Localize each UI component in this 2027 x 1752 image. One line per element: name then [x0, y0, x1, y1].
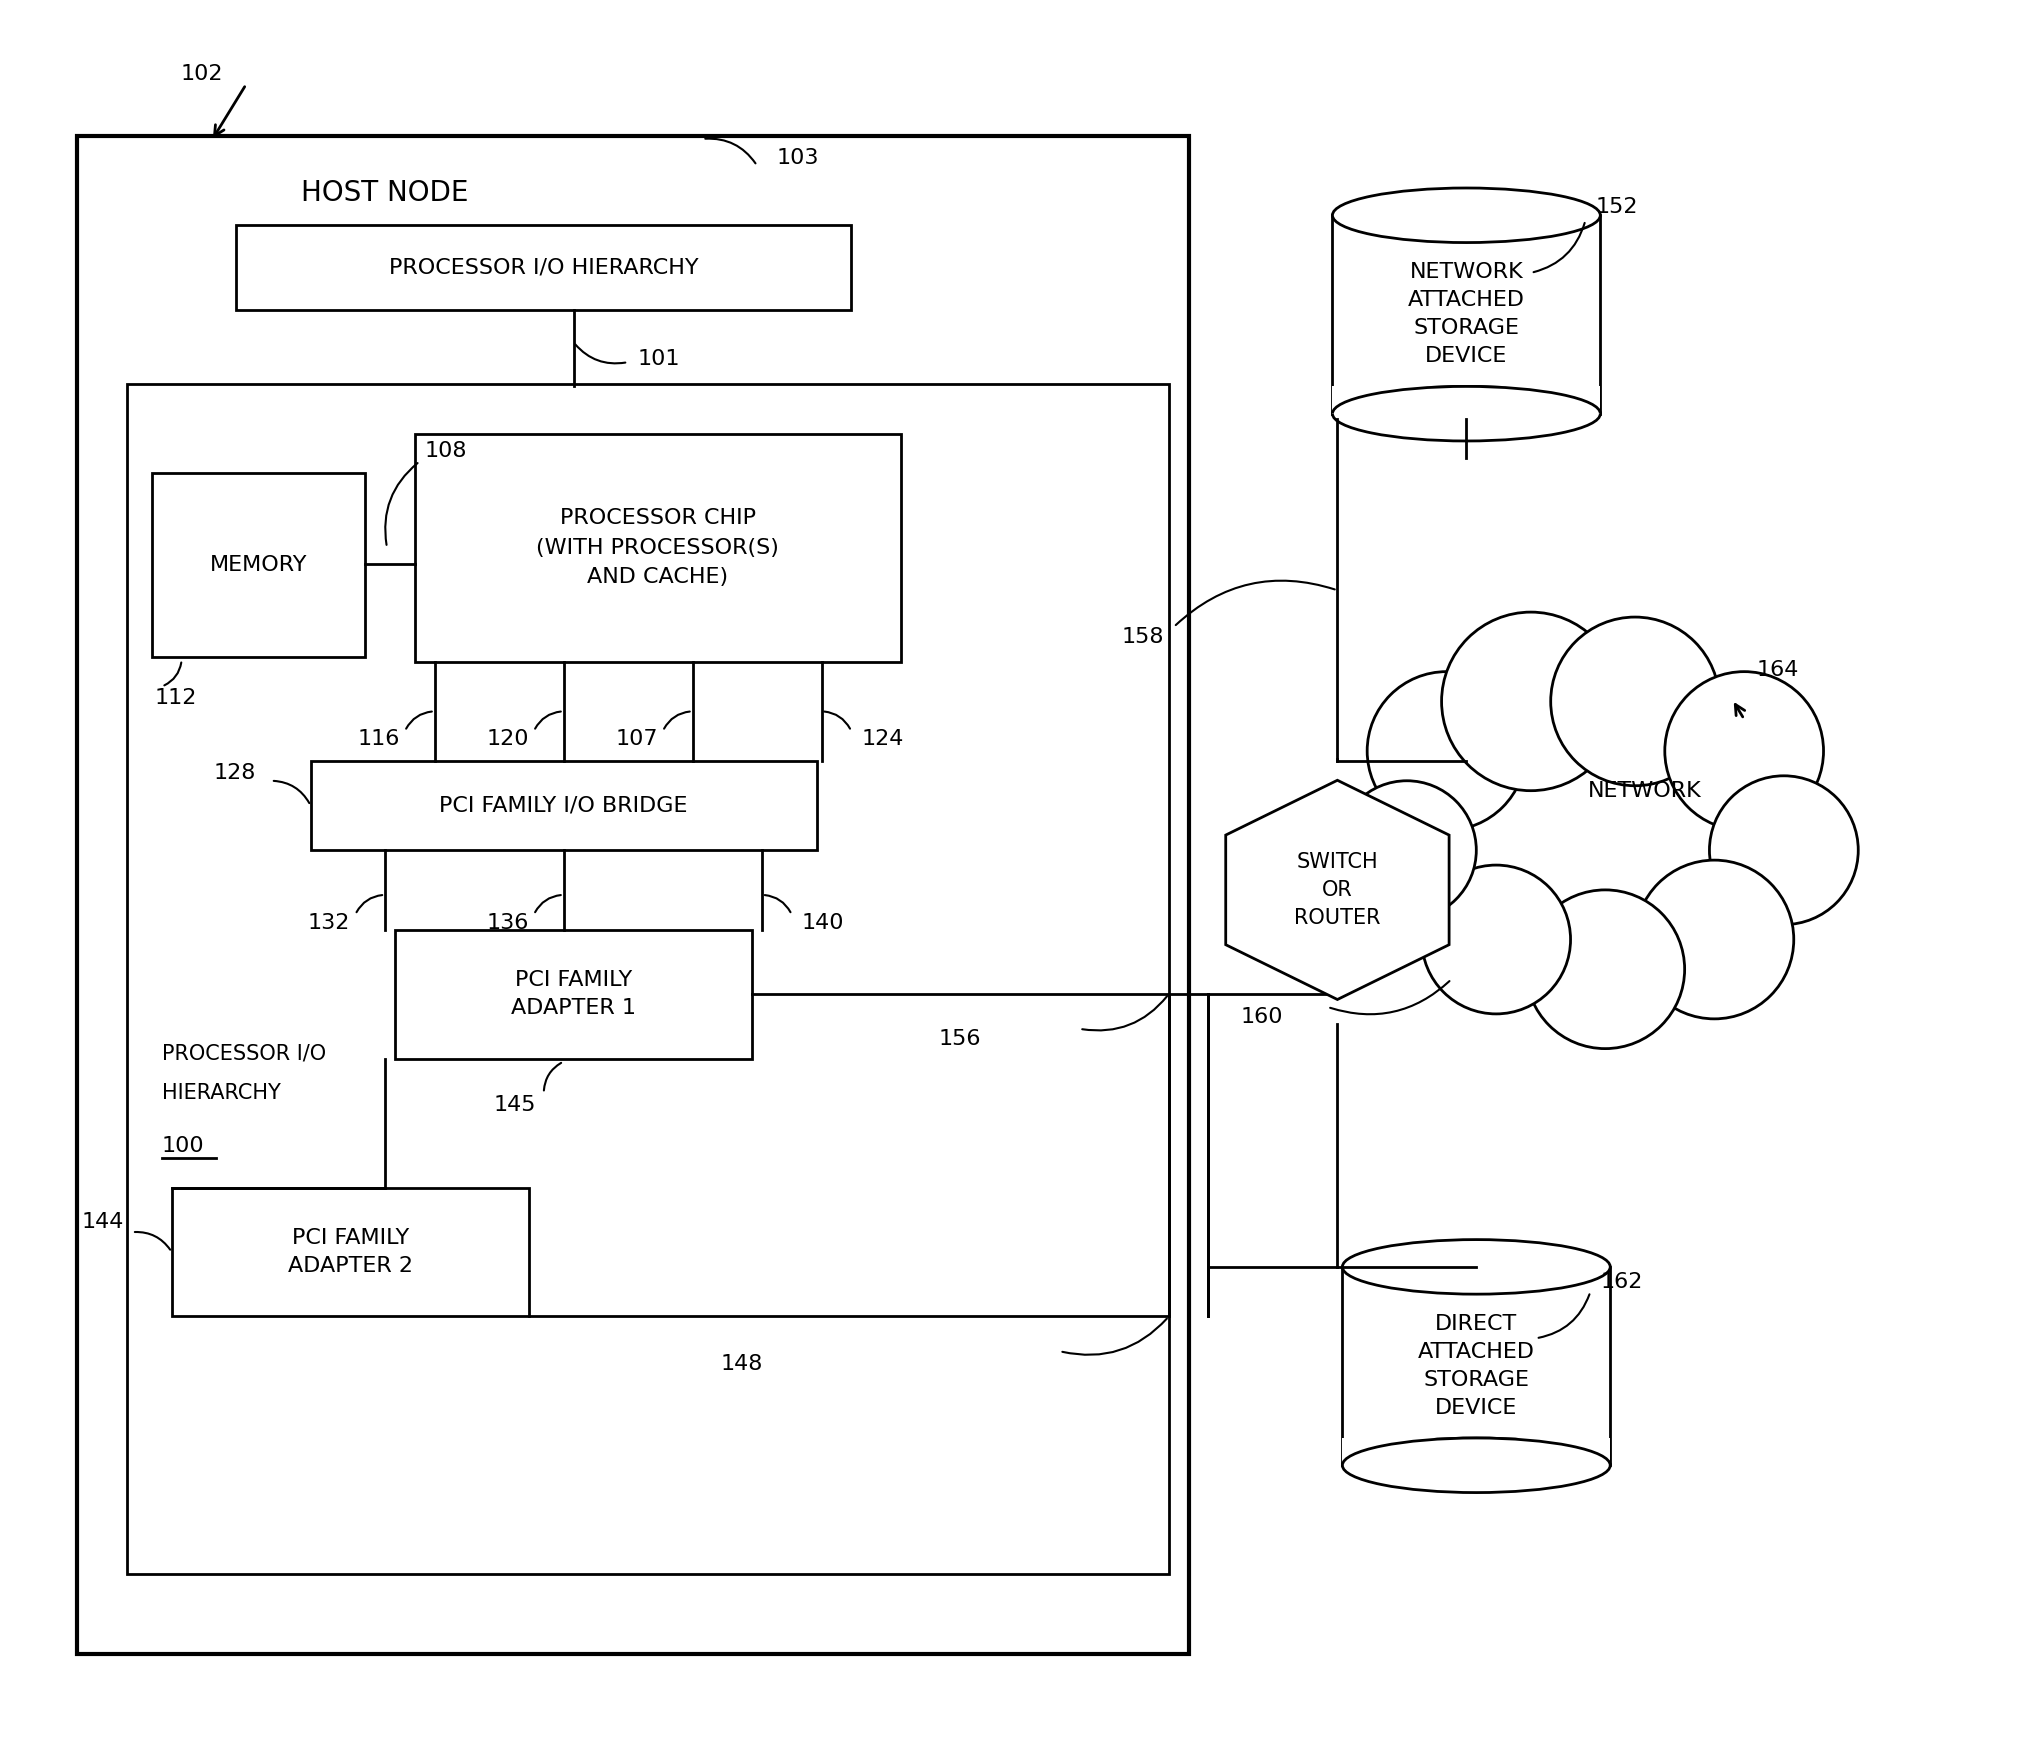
Text: 160: 160 — [1241, 1007, 1283, 1027]
Ellipse shape — [1342, 1438, 1609, 1493]
Bar — [237, 226, 851, 310]
Text: 132: 132 — [308, 913, 351, 932]
Circle shape — [1441, 611, 1620, 790]
Text: 116: 116 — [357, 729, 399, 750]
Text: 128: 128 — [213, 762, 255, 783]
Circle shape — [1366, 671, 1526, 830]
Text: PROCESSOR I/O HIERARCHY: PROCESSOR I/O HIERARCHY — [389, 258, 699, 277]
Bar — [1332, 387, 1599, 413]
Text: 152: 152 — [1595, 198, 1638, 217]
Text: 148: 148 — [720, 1354, 762, 1374]
Ellipse shape — [1342, 1240, 1609, 1295]
Text: 107: 107 — [616, 729, 659, 750]
Text: 156: 156 — [939, 1028, 981, 1049]
Text: PCI FAMILY I/O BRIDGE: PCI FAMILY I/O BRIDGE — [440, 795, 687, 816]
Bar — [1342, 1267, 1609, 1465]
Bar — [172, 1188, 529, 1316]
Bar — [416, 433, 900, 662]
Text: 164: 164 — [1755, 661, 1798, 680]
Circle shape — [1526, 890, 1684, 1049]
Text: PROCESSOR CHIP
(WITH PROCESSOR(S)
AND CACHE): PROCESSOR CHIP (WITH PROCESSOR(S) AND CA… — [537, 508, 778, 587]
Text: 103: 103 — [776, 147, 819, 168]
Text: 140: 140 — [803, 913, 843, 932]
Text: SWITCH
OR
ROUTER: SWITCH OR ROUTER — [1293, 851, 1380, 929]
Bar — [128, 384, 1170, 1575]
Bar — [1332, 215, 1599, 413]
Bar — [152, 473, 365, 657]
Circle shape — [1709, 776, 1859, 925]
Circle shape — [1551, 617, 1719, 785]
Text: 144: 144 — [81, 1212, 124, 1232]
Bar — [77, 137, 1188, 1654]
Text: 158: 158 — [1121, 627, 1163, 646]
Circle shape — [1636, 860, 1794, 1020]
Text: PCI FAMILY
ADAPTER 2: PCI FAMILY ADAPTER 2 — [288, 1228, 414, 1275]
Text: 145: 145 — [493, 1095, 535, 1116]
Text: 136: 136 — [486, 913, 529, 932]
Text: NETWORK
ATTACHED
STORAGE
DEVICE: NETWORK ATTACHED STORAGE DEVICE — [1409, 263, 1524, 366]
Text: DIRECT
ATTACHED
STORAGE
DEVICE: DIRECT ATTACHED STORAGE DEVICE — [1417, 1314, 1534, 1417]
Circle shape — [1664, 671, 1824, 830]
Text: 108: 108 — [426, 442, 466, 461]
Text: NETWORK: NETWORK — [1587, 781, 1703, 801]
Text: PROCESSOR I/O: PROCESSOR I/O — [162, 1044, 326, 1063]
Bar — [395, 930, 752, 1058]
Ellipse shape — [1332, 187, 1599, 242]
Text: 100: 100 — [162, 1135, 205, 1156]
Polygon shape — [1226, 780, 1449, 999]
Circle shape — [1421, 865, 1571, 1014]
Text: 112: 112 — [154, 689, 197, 708]
Ellipse shape — [1332, 387, 1599, 442]
Circle shape — [1338, 781, 1476, 920]
Bar — [310, 760, 817, 850]
Text: 120: 120 — [486, 729, 529, 750]
Text: 101: 101 — [639, 349, 681, 370]
Text: 102: 102 — [180, 65, 223, 84]
Text: HIERARCHY: HIERARCHY — [162, 1083, 280, 1104]
Text: PCI FAMILY
ADAPTER 1: PCI FAMILY ADAPTER 1 — [511, 971, 636, 1018]
Text: HOST NODE: HOST NODE — [302, 179, 468, 207]
Text: MEMORY: MEMORY — [209, 555, 308, 575]
Text: 162: 162 — [1599, 1272, 1642, 1291]
Text: 124: 124 — [861, 729, 904, 750]
Bar — [1342, 1438, 1609, 1465]
